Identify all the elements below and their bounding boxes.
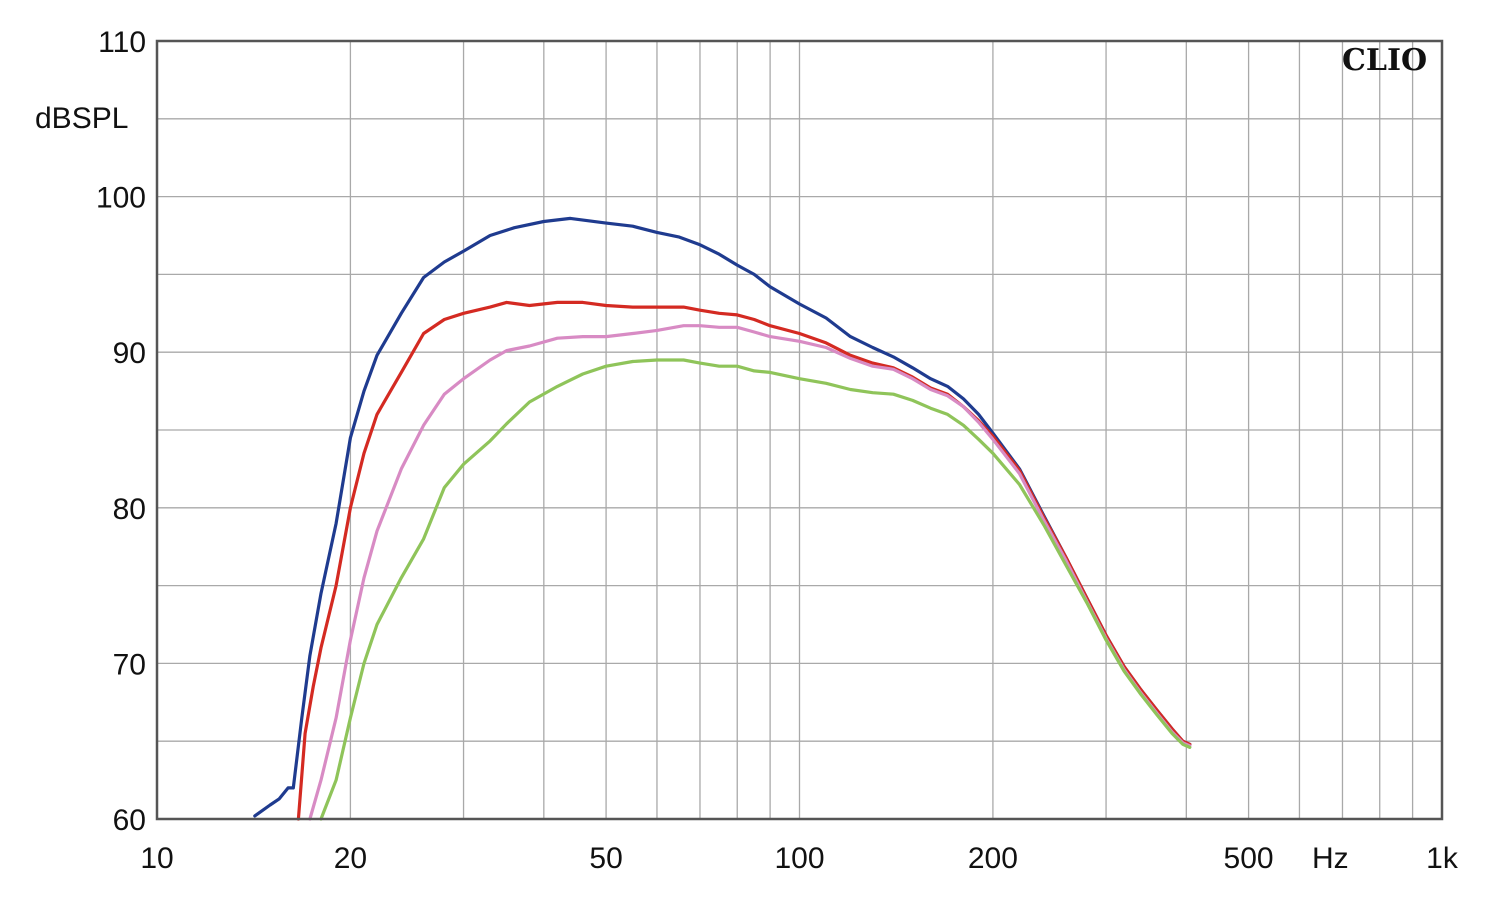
y-tick-label: 100: [96, 182, 146, 215]
x-tick-label: 50: [589, 842, 622, 875]
y-tick-label: 70: [113, 648, 146, 681]
y-axis-label: dBSPL: [35, 102, 128, 135]
series-layer: [253, 216, 1192, 821]
x-tick-label: 200: [968, 842, 1018, 875]
x-tick-label: 500: [1224, 842, 1274, 875]
grid-lines: [157, 41, 1442, 819]
x-tick-label: 1k: [1426, 842, 1459, 875]
y-tick-label: 60: [113, 804, 146, 837]
tick-labels: 10 20 50 100 200 500 1k 60 70 80 90 100 110: [96, 26, 1459, 875]
x-tick-label: 20: [334, 842, 367, 875]
series-line-4: [319, 358, 1192, 821]
y-tick-label: 110: [98, 26, 146, 59]
x-tick-label: 100: [774, 842, 824, 875]
y-tick-label: 80: [113, 493, 146, 526]
y-tick-label: 90: [113, 337, 146, 370]
plot-frame: [155, 39, 1444, 821]
clio-watermark: CLIO: [1342, 43, 1427, 78]
x-tick-label: 10: [140, 842, 173, 875]
x-axis-unit: Hz: [1312, 842, 1349, 875]
